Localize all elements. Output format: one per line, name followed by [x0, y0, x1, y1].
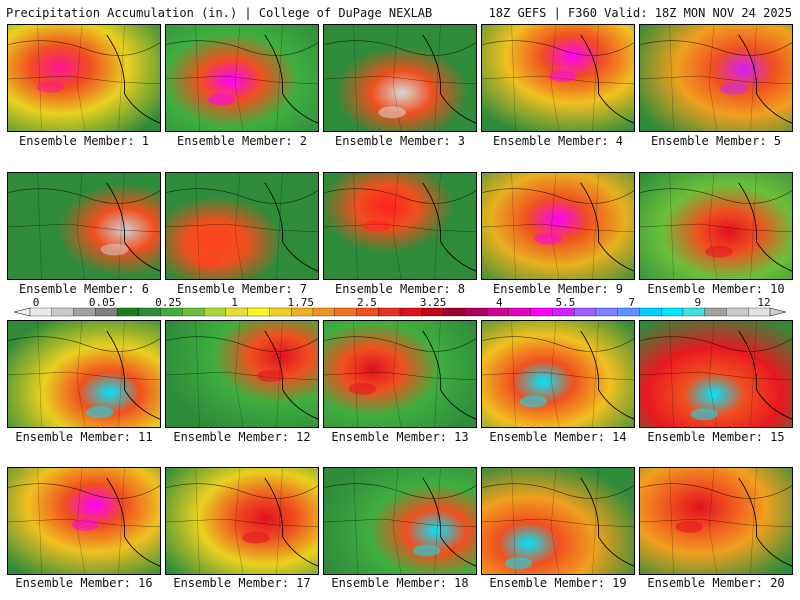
colorbar-swatch [95, 307, 118, 317]
ensemble-map-6 [7, 172, 161, 280]
colorbar-swatch [748, 307, 771, 317]
colorbar-swatch [552, 307, 575, 317]
ensemble-map-5 [639, 24, 793, 132]
ensemble-map-20 [639, 467, 793, 575]
ensemble-member-label-18: Ensemble Member: 18 [331, 576, 469, 590]
ensemble-member-label-5: Ensemble Member: 5 [650, 134, 782, 148]
colorbar-swatch [378, 307, 401, 317]
ensemble-map-7 [165, 172, 319, 280]
ensemble-member-label-12: Ensemble Member: 12 [173, 430, 311, 444]
ensemble-member-label-17: Ensemble Member: 17 [173, 576, 311, 590]
colorbar-swatch [225, 307, 249, 317]
colorbar-swatch [334, 307, 357, 317]
colorbar-tick-label: 3.25 [420, 296, 447, 309]
ensemble-member-label-15: Ensemble Member: 15 [647, 430, 785, 444]
run-valid-time: 18Z GEFS | F360 Valid: 18Z MON NOV 24 20… [488, 6, 792, 20]
colorbar-swatch [617, 307, 640, 317]
ensemble-map-12 [165, 320, 319, 428]
colorbar-swatch [530, 307, 553, 317]
colorbar-swatch [508, 307, 532, 317]
colorbar-tick-label: 7 [628, 296, 635, 309]
ensemble-map-13 [323, 320, 477, 428]
colorbar-swatch [704, 307, 727, 317]
ensemble-member-label-6: Ensemble Member: 6 [18, 282, 150, 296]
ensemble-map-11 [7, 320, 161, 428]
colorbar-tick-label: 0 [33, 296, 40, 309]
ensemble-map-19 [481, 467, 635, 575]
colorbar-swatch [465, 307, 488, 317]
colorbar-swatch [486, 307, 510, 317]
ensemble-map-18 [323, 467, 477, 575]
ensemble-member-label-8: Ensemble Member: 8 [334, 282, 466, 296]
colorbar-tick-label: 0.05 [89, 296, 116, 309]
chart-title: Precipitation Accumulation (in.) | Colle… [6, 6, 433, 20]
ensemble-member-label-9: Ensemble Member: 9 [492, 282, 624, 296]
ensemble-member-label-4: Ensemble Member: 4 [492, 134, 624, 148]
colorbar-swatch [661, 307, 684, 317]
colorbar-swatch [639, 307, 662, 317]
ensemble-member-label-19: Ensemble Member: 19 [489, 576, 627, 590]
colorbar-tick-label: 4 [496, 296, 503, 309]
colorbar-swatch [116, 307, 140, 317]
colorbar-right-arrow [769, 307, 787, 317]
ensemble-member-label-20: Ensemble Member: 20 [647, 576, 785, 590]
ensemble-map-1 [7, 24, 161, 132]
colorbar-tick-label: 9 [695, 296, 702, 309]
ensemble-map-3 [323, 24, 477, 132]
ensemble-map-10 [639, 172, 793, 280]
ensemble-member-label-13: Ensemble Member: 13 [331, 430, 469, 444]
colorbar-swatch [291, 307, 314, 317]
colorbar-tick-label: 12 [757, 296, 770, 309]
colorbar-tick-label: 0.25 [155, 296, 182, 309]
ensemble-map-14 [481, 320, 635, 428]
colorbar-tick-label: 1.75 [287, 296, 314, 309]
colorbar-swatch [595, 307, 619, 317]
colorbar-tick-label: 2.5 [357, 296, 377, 309]
ensemble-map-2 [165, 24, 319, 132]
ensemble-member-label-11: Ensemble Member: 11 [15, 430, 153, 444]
colorbar-swatch [138, 307, 162, 317]
colorbar-swatch [203, 307, 227, 317]
ensemble-member-label-3: Ensemble Member: 3 [334, 134, 466, 148]
colorbar-swatch [51, 307, 74, 317]
colorbar-swatch [726, 307, 749, 317]
colorbar-swatch [682, 307, 706, 317]
ensemble-map-16 [7, 467, 161, 575]
colorbar-swatch [73, 307, 96, 317]
colorbar-swatch [182, 307, 205, 317]
ensemble-map-17 [165, 467, 319, 575]
colorbar-swatch [356, 307, 379, 317]
ensemble-map-9 [481, 172, 635, 280]
colorbar-swatch [29, 307, 53, 317]
colorbar-tick-label: 1 [231, 296, 238, 309]
ensemble-member-label-14: Ensemble Member: 14 [489, 430, 627, 444]
colorbar-swatch [269, 307, 292, 317]
ensemble-map-8 [323, 172, 477, 280]
ensemble-map-4 [481, 24, 635, 132]
colorbar-swatch [573, 307, 597, 317]
colorbar-swatch [312, 307, 336, 317]
colorbar-left-arrow [13, 307, 31, 317]
ensemble-member-label-7: Ensemble Member: 7 [176, 282, 308, 296]
colorbar-tick-label: 5.5 [556, 296, 576, 309]
colorbar-swatch [421, 307, 444, 317]
colorbar-swatch [160, 307, 183, 317]
colorbar-swatch [399, 307, 423, 317]
colorbar-swatch [443, 307, 466, 317]
ensemble-member-label-1: Ensemble Member: 1 [18, 134, 150, 148]
ensemble-map-15 [639, 320, 793, 428]
ensemble-member-label-10: Ensemble Member: 10 [647, 282, 785, 296]
precip-colorbar: 0 0.05 0.25 1 1.75 2.5 3.25 4 5.5 7 9 12 [13, 296, 787, 317]
ensemble-member-label-16: Ensemble Member: 16 [15, 576, 153, 590]
ensemble-member-label-2: Ensemble Member: 2 [176, 134, 308, 148]
colorbar-swatch [247, 307, 270, 317]
